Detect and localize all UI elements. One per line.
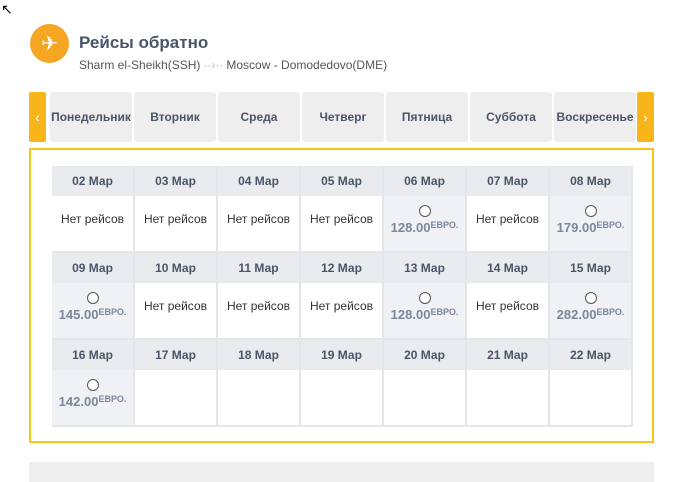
- no-flights-label: Нет рейсов: [475, 212, 539, 226]
- arrow-icon: ··›··: [203, 58, 224, 72]
- day-cell: 03 Мар Нет рейсов: [135, 166, 218, 253]
- day-cell[interactable]: 08 Мар 179.00ЕВРО.: [550, 166, 633, 253]
- day-date: 05 Мар: [301, 166, 382, 196]
- currency: ЕВРО.: [98, 307, 127, 317]
- day-cell: 22 Мар: [550, 340, 633, 427]
- origin: Sharm el-Sheikh(SSH): [79, 58, 201, 72]
- day-date: 09 Мар: [52, 253, 133, 283]
- day-cell[interactable]: 13 Мар 128.00ЕВРО.: [384, 253, 467, 340]
- day-cell: 19 Мар: [301, 340, 384, 427]
- day-cell: 04 Мар Нет рейсов: [218, 166, 301, 253]
- select-radio[interactable]: [86, 379, 99, 391]
- weekday-3: Четверг: [302, 92, 384, 142]
- day-date: 03 Мар: [135, 166, 216, 196]
- day-cell: 18 Мар: [218, 340, 301, 427]
- price: 282.00ЕВРО.: [550, 307, 631, 322]
- day-date: 12 Мар: [301, 253, 382, 283]
- day-date: 19 Мар: [301, 340, 382, 370]
- currency: ЕВРО.: [430, 220, 459, 230]
- day-cell: 20 Мар: [384, 340, 467, 427]
- price-value: 128.00: [390, 220, 431, 235]
- price-value: 142.00: [58, 394, 99, 409]
- day-date: 10 Мар: [135, 253, 216, 283]
- day-date: 14 Мар: [467, 253, 548, 283]
- day-cell[interactable]: 09 Мар 145.00ЕВРО.: [52, 253, 135, 340]
- no-flights-label: Нет рейсов: [143, 299, 207, 313]
- price-value: 179.00: [556, 220, 597, 235]
- day-date: 16 Мар: [52, 340, 133, 370]
- weekday-1: Вторник: [134, 92, 216, 142]
- no-flights-label: Нет рейсов: [60, 212, 124, 226]
- day-date: 17 Мар: [135, 340, 216, 370]
- no-flights-label: Нет рейсов: [226, 212, 290, 226]
- day-date: 07 Мар: [467, 166, 548, 196]
- day-cell: 17 Мар: [135, 340, 218, 427]
- day-date: 02 Мар: [52, 166, 133, 196]
- price-value: 145.00: [58, 307, 99, 322]
- no-flights-label: Нет рейсов: [143, 212, 207, 226]
- day-date: 08 Мар: [550, 166, 631, 196]
- destination: Moscow - Domodedovo(DME): [226, 58, 388, 72]
- day-cell: 10 Мар Нет рейсов: [135, 253, 218, 340]
- day-date: 06 Мар: [384, 166, 465, 196]
- prev-week-button[interactable]: ‹: [29, 92, 46, 142]
- day-date: 13 Мар: [384, 253, 465, 283]
- day-cell: 02 Мар Нет рейсов: [52, 166, 135, 253]
- day-date: 21 Мар: [467, 340, 548, 370]
- day-date: 15 Мар: [550, 253, 631, 283]
- day-cell[interactable]: 16 Мар 142.00ЕВРО.: [52, 340, 135, 427]
- price-value: 128.00: [390, 307, 431, 322]
- day-cell: 12 Мар Нет рейсов: [301, 253, 384, 340]
- price: 128.00ЕВРО.: [384, 220, 465, 235]
- day-cell[interactable]: 15 Мар 282.00ЕВРО.: [550, 253, 633, 340]
- weekday-2: Среда: [218, 92, 300, 142]
- weekday-5: Суббота: [470, 92, 552, 142]
- footer-panel: [29, 462, 654, 482]
- currency: ЕВРО.: [596, 220, 625, 230]
- route: Sharm el-Sheikh(SSH) ··›·· Moscow - Domode…: [79, 58, 387, 72]
- no-flights-label: Нет рейсов: [475, 299, 539, 313]
- price-value: 282.00: [556, 307, 597, 322]
- price: 142.00ЕВРО.: [52, 394, 133, 409]
- day-cell[interactable]: 06 Мар 128.00ЕВРО.: [384, 166, 467, 253]
- plane-arrival-icon: ✈: [30, 24, 69, 63]
- no-flights-label: Нет рейсов: [226, 299, 290, 313]
- no-flights-label: Нет рейсов: [309, 212, 373, 226]
- day-date: 20 Мар: [384, 340, 465, 370]
- day-cell: 21 Мар: [467, 340, 550, 427]
- day-cell: 11 Мар Нет рейсов: [218, 253, 301, 340]
- price: 179.00ЕВРО.: [550, 220, 631, 235]
- day-date: 04 Мар: [218, 166, 299, 196]
- weekday-6: Воскресенье: [554, 92, 636, 142]
- currency: ЕВРО.: [430, 307, 459, 317]
- mouse-cursor-icon: ↖: [1, 1, 13, 17]
- select-radio[interactable]: [584, 292, 597, 304]
- price: 128.00ЕВРО.: [384, 307, 465, 322]
- weekday-bar: ‹ Понедельник Вторник Среда Четверг Пятница С…: [29, 92, 654, 142]
- price: 145.00ЕВРО.: [52, 307, 133, 322]
- day-cell: 07 Мар Нет рейсов: [467, 166, 550, 253]
- select-radio[interactable]: [418, 292, 431, 304]
- weekday-0: Понедельник: [50, 92, 132, 142]
- day-date: 18 Мар: [218, 340, 299, 370]
- currency: ЕВРО.: [98, 394, 127, 404]
- day-cell: 14 Мар Нет рейсов: [467, 253, 550, 340]
- next-week-button[interactable]: ›: [637, 92, 654, 142]
- weekday-4: Пятница: [386, 92, 468, 142]
- no-flights-label: Нет рейсов: [309, 299, 373, 313]
- select-radio[interactable]: [584, 205, 597, 217]
- day-date: 22 Мар: [550, 340, 631, 370]
- page-title: Рейсы обратно: [79, 33, 209, 52]
- day-cell: 05 Мар Нет рейсов: [301, 166, 384, 253]
- select-radio[interactable]: [418, 205, 431, 217]
- currency: ЕВРО.: [596, 307, 625, 317]
- select-radio[interactable]: [86, 292, 99, 304]
- day-date: 11 Мар: [218, 253, 299, 283]
- calendar: 02 Мар Нет рейсов 03 Мар Нет рейсов 04 Мар Не…: [29, 148, 654, 443]
